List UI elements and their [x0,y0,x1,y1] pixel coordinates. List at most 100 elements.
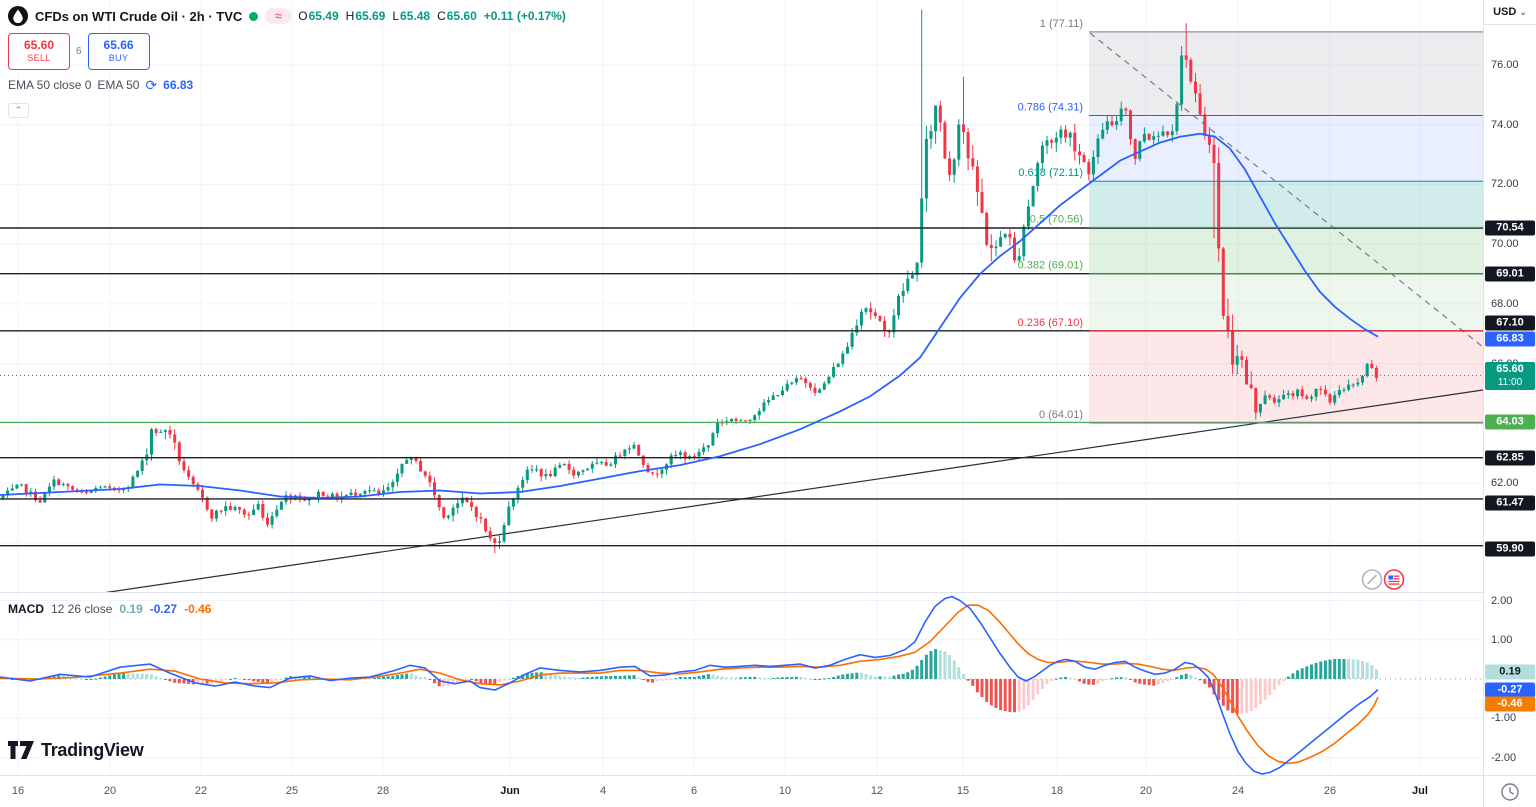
buy-label: BUY [108,53,129,64]
price-badge-69.01: 69.01 [1485,266,1535,282]
time-label: 22 [194,785,208,797]
macd-histogram-bar [525,673,529,679]
macd-histogram-bar [776,677,780,679]
time-label: 24 [1231,785,1245,797]
macd-histogram-bar [1129,679,1132,680]
macd-histogram-bar [1036,679,1040,695]
macd-histogram-bar [1124,677,1128,679]
refresh-icon[interactable]: ⟳ [145,77,158,93]
macd-histogram-bar [1110,678,1114,680]
macd-histogram-bar [1221,679,1225,706]
time-label: 18 [1050,785,1064,797]
macd-histogram-bar [1314,662,1318,679]
macd-histogram-bar [1008,679,1012,712]
macd-histogram-bar [897,674,900,679]
trendline-descending-dashed[interactable] [1089,32,1483,348]
macd-histogram-bar [511,677,515,679]
economic-event-icons[interactable] [1360,567,1408,597]
ema-value: 66.83 [163,78,194,92]
macd-histogram-bar [832,677,836,679]
macd-histogram-bar [1207,679,1211,688]
macd-histogram-bar [1105,679,1109,680]
ema-legend-text: EMA 50 close 0 [8,78,92,92]
market-status-icon[interactable] [249,11,259,21]
fib-level-label: 0.236 (67.10) [1018,317,1083,329]
price-pane[interactable]: 1 (77.11) 0.786 (74.31) 0.618 (72.11) 0.5 (… [0,0,1483,592]
macd-histogram-bar [1240,679,1244,714]
macd-histogram-bar [414,675,418,679]
macd-histogram-bar [238,678,242,680]
ema-indicator-legend[interactable]: EMA 50 close 0 EMA 50 ⟳ 66.83 [8,78,193,92]
candles [1,9,1378,554]
macd-histogram-bar [1026,679,1030,705]
macd-histogram-bar [242,679,246,680]
macd-histogram-bar [1333,659,1337,679]
macd-histogram-bar [910,669,914,679]
ohlc-key: H [345,9,355,23]
macd-histogram-bar [841,674,845,679]
ohlc-values: O 65.49 H 65.69 L 65.48 C 65.60 +0.11 (+0.17%) [298,9,566,23]
macd-main-line[interactable] [0,595,1379,775]
macd-histogram-bar [1217,679,1221,701]
macd-histogram-bar [145,673,149,679]
macd-histogram-bar [748,677,752,679]
macd-histogram-bar [1365,662,1369,679]
macd-histogram-bar [1170,679,1174,680]
macd-histogram-bar [553,675,557,679]
macd-histogram-bar [544,673,548,679]
macd-histogram-bar [136,673,140,679]
macd-histogram-bar [1277,679,1281,686]
macd-signal-line[interactable] [0,604,1379,765]
time-label: 20 [1139,785,1153,797]
pane-separator[interactable] [0,592,1536,593]
macd-histogram-bar [163,679,167,680]
macd-histogram-bar [850,673,854,679]
macd-histogram-bar [307,675,311,679]
macd-histogram-bar [94,678,98,680]
trendline-ascending[interactable] [55,389,1483,592]
price-alert-icon[interactable]: ≈ [265,8,292,24]
ema50-line[interactable] [0,132,1379,499]
macd-histogram-bar [266,679,269,684]
currency-selector[interactable]: USD ⌄ [1484,0,1536,25]
macd-histogram-bar [943,651,947,679]
macd-histogram-bar [1235,679,1239,715]
macd-histogram-bar [975,679,979,693]
macd-histogram-bar [423,677,427,679]
macd-histogram-bar [1175,677,1179,679]
chart-legend: CFDs on WTI Crude Oil · 2h · TVC ≈ O 65.4… [8,6,566,26]
symbol-title[interactable]: CFDs on WTI Crude Oil · 2h · TVC [35,8,243,24]
macd-axis-label: 1.00 [1491,633,1513,646]
macd-histogram-bar [586,677,590,679]
macd-histogram-bar [985,679,989,702]
macd-histogram-bar [989,679,993,706]
legend-collapse-button[interactable]: ⌃ [8,103,29,118]
macd-histogram-bar [1031,679,1035,700]
macd-histogram-bar [196,679,200,684]
session-clock-icon[interactable] [1500,782,1520,802]
macd-histogram-bar [966,679,970,681]
macd-histogram-bar [711,674,715,679]
macd-histogram-bar [103,676,107,679]
macd-histogram-bar [1096,679,1100,684]
macd-histogram-bar [1087,679,1091,685]
macd-histogram-bar [1226,679,1230,711]
price-axis[interactable]: USD ⌄ 76.0074.0072.0070.0068.0066.0062.0… [1483,0,1536,775]
macd-indicator-legend[interactable]: MACD 12 26 close 0.19 -0.27 -0.46 [8,602,218,616]
sell-button[interactable]: 65.60 SELL [8,33,70,70]
time-label: 10 [778,785,792,797]
macd-histogram-bar [1017,679,1021,712]
macd-histogram-bar [1361,661,1364,679]
time-axis[interactable]: 16 20 22 25 28 Jun 4 6 10 12 15 18 20 24 26 Jul [0,775,1536,807]
macd-histogram-bar [697,676,701,679]
fib-level-label: 0 (64.01) [1039,409,1083,421]
macd-histogram-bar [1258,679,1262,705]
macd-pane[interactable] [0,592,1483,775]
price-badge-62.85: 62.85 [1485,450,1535,466]
macd-histogram-bar [688,677,692,679]
tradingview-logo[interactable]: TradingView [8,739,144,761]
macd-histogram-bar [836,675,840,679]
macd-histogram-bar [173,679,177,683]
buy-button[interactable]: 65.66 BUY [87,33,150,70]
macd-histogram-bar [80,678,84,680]
